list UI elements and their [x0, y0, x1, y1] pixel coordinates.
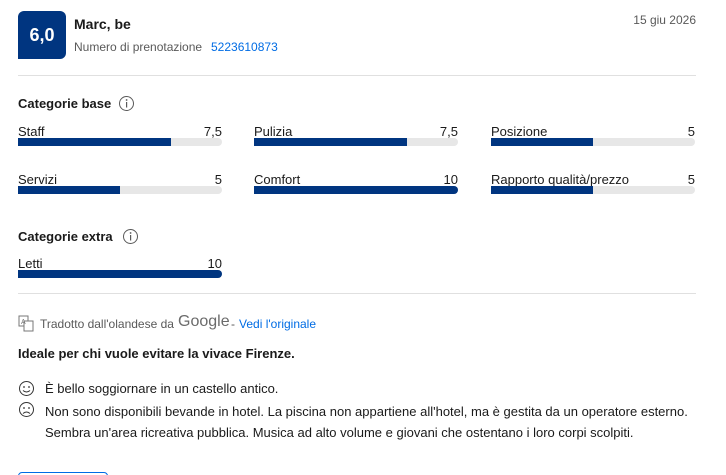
section-title: Categorie base [18, 96, 112, 111]
score-bar [18, 270, 222, 278]
reviewer-name: Marc, be [74, 16, 131, 32]
score-track [18, 270, 222, 278]
score-track [18, 186, 222, 194]
score-bar [254, 186, 458, 194]
category-name: Letti [18, 256, 43, 271]
score-track [491, 186, 695, 194]
category-name: Pulizia [254, 124, 293, 139]
category-name: Staff [18, 124, 45, 139]
separator: - [231, 317, 235, 331]
review-title: Ideale per chi vuole evitare la vivace F… [18, 346, 295, 361]
button[interactable] [18, 472, 108, 475]
category-score: 5 [687, 172, 695, 187]
category-score: 10 [443, 172, 458, 187]
category-score: 7,5 [203, 124, 222, 139]
section-title: Categorie extra [18, 229, 113, 244]
category-score: 10 [207, 256, 222, 271]
info-icon[interactable] [122, 228, 139, 245]
divider [18, 75, 696, 76]
negative-text: Non sono disponibili bevande in hotel. L… [45, 404, 688, 440]
svg-text:A: A [21, 319, 26, 326]
original-link[interactable]: Vedi l'originale [239, 317, 317, 331]
negative-icon [19, 402, 34, 417]
booking-number[interactable]: 5223610873 [211, 40, 278, 54]
score-track [491, 138, 695, 146]
review-date: 15 giu 2026 [633, 13, 696, 27]
score-bar [18, 138, 171, 146]
category-name: Posizione [491, 124, 548, 139]
info-icon[interactable] [118, 95, 135, 112]
score-bar [491, 186, 593, 194]
category-score: 7,5 [439, 124, 458, 139]
score-bar [491, 138, 593, 146]
category-name: Rapporto qualità/prezzo [491, 172, 630, 187]
positive-text: È bello soggiornare in un castello antic… [45, 381, 279, 396]
translation-text: Tradotto dall'olandese da [40, 317, 174, 331]
category-score: 5 [214, 172, 222, 187]
category-name: Servizi [18, 172, 58, 187]
booking-label: Numero di prenotazione [74, 40, 203, 54]
category-name: Comfort [254, 172, 301, 187]
divider [18, 293, 696, 294]
score-track [18, 138, 222, 146]
score-track [254, 138, 458, 146]
category-score: 5 [687, 124, 695, 139]
google-logo: Google [178, 313, 230, 330]
positive-icon [19, 381, 34, 396]
score-bar [254, 138, 407, 146]
translate-icon: A [18, 315, 34, 332]
score-badge: 6,0 [18, 11, 66, 59]
score-bar [18, 186, 120, 194]
score-track [254, 186, 458, 194]
